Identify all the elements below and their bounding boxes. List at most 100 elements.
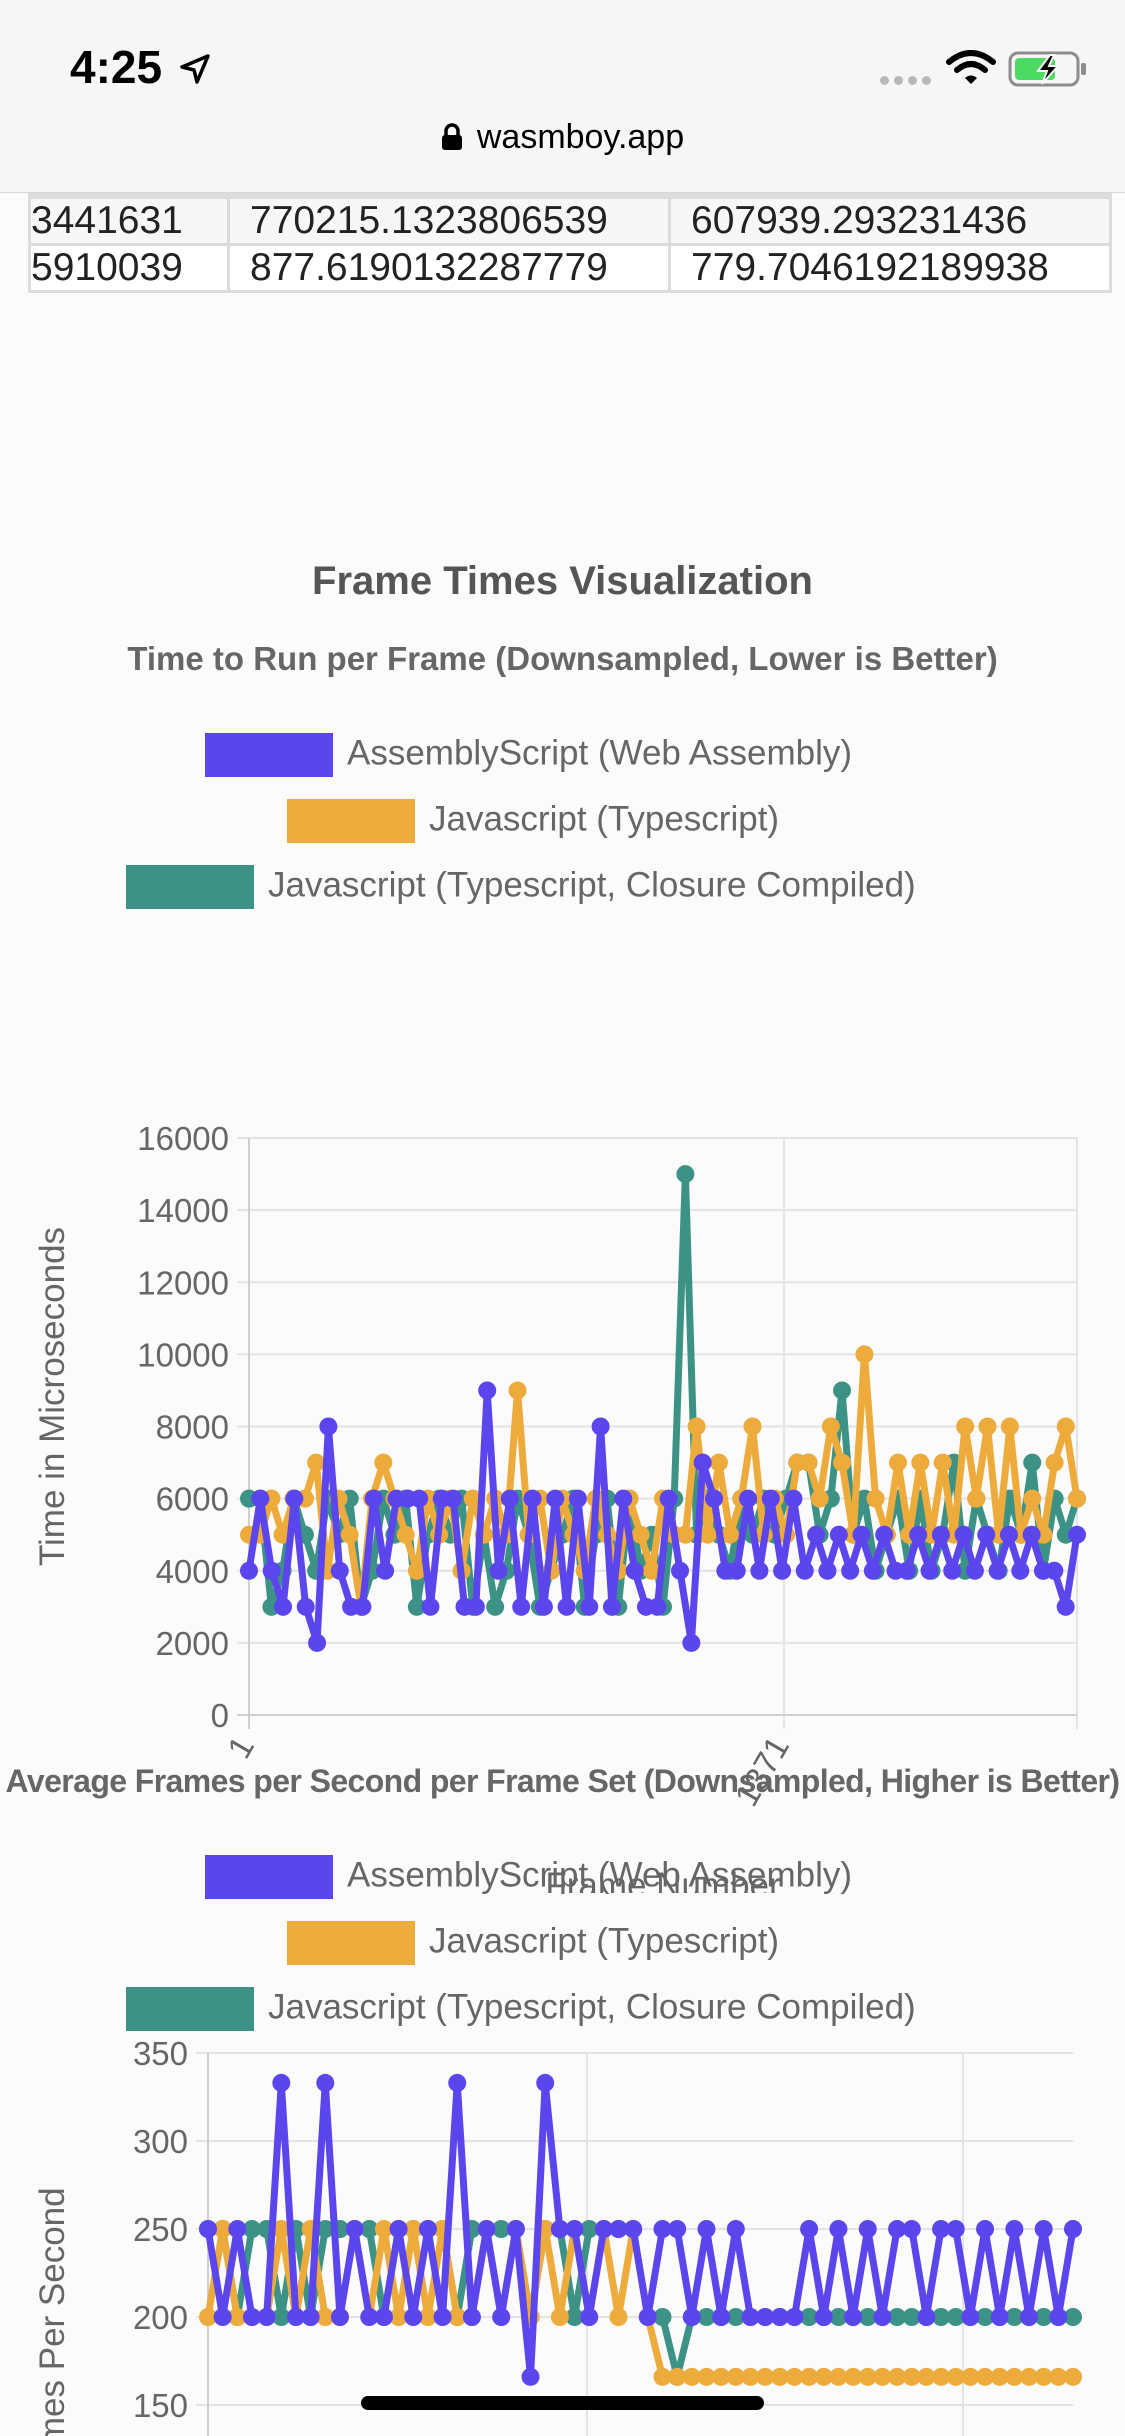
data-point <box>360 2220 379 2238</box>
table-row: 3441631 770215.1323806539 607939.2932314… <box>28 196 1112 246</box>
table-cell: 607939.293231436 <box>668 196 1112 246</box>
fps-chart: 150 200 250 300 350 Frames Per Second <box>33 2035 1082 2436</box>
series-0 <box>240 1381 1086 1652</box>
data-point <box>550 2308 569 2326</box>
data-point <box>404 2308 423 2326</box>
data-point <box>376 1561 395 1580</box>
data-point <box>932 2367 951 2386</box>
data-point <box>506 2220 525 2238</box>
data-point <box>1064 2308 1082 2326</box>
data-point <box>1005 2367 1024 2386</box>
url-bar[interactable]: wasmboy.app <box>0 118 1125 157</box>
data-point <box>705 1489 724 1508</box>
data-point <box>785 2367 804 2386</box>
data-point <box>671 1561 690 1580</box>
data-point <box>785 2308 804 2326</box>
data-point <box>345 2220 364 2238</box>
data-point <box>340 1525 359 1544</box>
data-point <box>648 1597 667 1616</box>
data-point <box>741 2367 760 2386</box>
data-point <box>286 2308 305 2326</box>
results-table: 3441631 770215.1323806539 607939.2932314… <box>28 193 1112 293</box>
data-point <box>902 2308 921 2326</box>
data-point <box>946 2220 965 2238</box>
data-point <box>625 1561 644 1580</box>
data-point <box>274 1597 293 1616</box>
wifi-icon <box>946 50 996 84</box>
data-point <box>961 2308 980 2326</box>
home-indicator[interactable] <box>361 2396 764 2410</box>
data-point <box>492 2220 511 2238</box>
data-point <box>726 2367 745 2386</box>
data-point <box>668 2220 687 2238</box>
data-point <box>550 2220 569 2238</box>
legend-swatch <box>205 733 333 777</box>
data-point <box>743 1417 762 1436</box>
data-point <box>756 2308 775 2326</box>
chart2-legend-item-wasm[interactable]: AssemblyScript (Web Assembly) <box>205 1855 852 1899</box>
data-point <box>1064 2220 1082 2238</box>
y-tick-label: 14000 <box>137 1192 229 1229</box>
data-point <box>829 1525 848 1544</box>
data-point <box>697 2367 716 2386</box>
data-point <box>761 1489 780 1508</box>
data-point <box>1011 1561 1030 1580</box>
data-point <box>257 2308 276 2326</box>
data-point <box>911 1453 930 1472</box>
chart1-title: Time to Run per Frame (Downsampled, Lowe… <box>127 640 998 677</box>
data-point <box>659 1489 678 1508</box>
data-point <box>374 2308 393 2326</box>
table-cell: 770215.1323806539 <box>227 196 671 246</box>
data-point <box>374 1453 393 1472</box>
data-point <box>931 1525 950 1544</box>
browser-top-bar: 4:25 wasmboy.app <box>0 0 1125 193</box>
data-point <box>251 1489 270 1508</box>
data-point <box>682 1633 701 1652</box>
data-point <box>272 2220 291 2238</box>
series-0 <box>199 2073 1082 2386</box>
data-point <box>1049 2367 1068 2386</box>
chart1-legend-item-closure[interactable]: Javascript (Typescript, Closure Compiled… <box>126 865 916 909</box>
data-point <box>557 1597 576 1616</box>
data-point <box>389 2220 408 2238</box>
data-point <box>301 2308 320 2326</box>
data-point <box>642 1561 661 1580</box>
data-point <box>418 2220 437 2238</box>
data-point <box>795 1561 814 1580</box>
data-point <box>1068 1525 1086 1544</box>
data-point <box>807 1525 826 1544</box>
y-tick-label: 350 <box>133 2035 188 2072</box>
data-point <box>374 2220 393 2238</box>
data-point <box>818 1561 837 1580</box>
data-point <box>668 2367 687 2386</box>
data-point <box>920 1561 939 1580</box>
data-point <box>631 1525 650 1544</box>
data-point <box>697 2308 716 2326</box>
chart1-legend-item-js[interactable]: Javascript (Typescript) <box>287 799 779 843</box>
data-point <box>653 2220 672 2238</box>
data-point <box>609 2220 628 2238</box>
data-point <box>638 2308 657 2326</box>
data-point <box>591 1417 610 1436</box>
data-point <box>709 1453 728 1472</box>
data-point <box>977 1525 996 1544</box>
data-point <box>262 1561 281 1580</box>
data-point <box>1023 1489 1042 1508</box>
series-2 <box>199 2220 1082 2386</box>
data-point <box>1056 1417 1075 1436</box>
data-point <box>750 1561 769 1580</box>
data-point <box>858 2367 877 2386</box>
data-point <box>478 1381 497 1400</box>
data-point <box>614 1489 633 1508</box>
data-point <box>330 2308 349 2326</box>
data-point <box>829 2220 848 2238</box>
data-point <box>863 1561 882 1580</box>
x-tick-label: 1 <box>220 1730 261 1764</box>
chart2-legend-item-closure[interactable]: Javascript (Typescript, Closure Compiled… <box>126 1987 916 2031</box>
data-point <box>682 2308 701 2326</box>
data-point <box>624 2220 643 2238</box>
chart2-legend-item-js[interactable]: Javascript (Typescript) <box>287 1921 779 1965</box>
data-point <box>946 2367 965 2386</box>
data-point <box>602 1597 621 1616</box>
chart1-legend-item-wasm[interactable]: AssemblyScript (Web Assembly) <box>205 733 852 777</box>
